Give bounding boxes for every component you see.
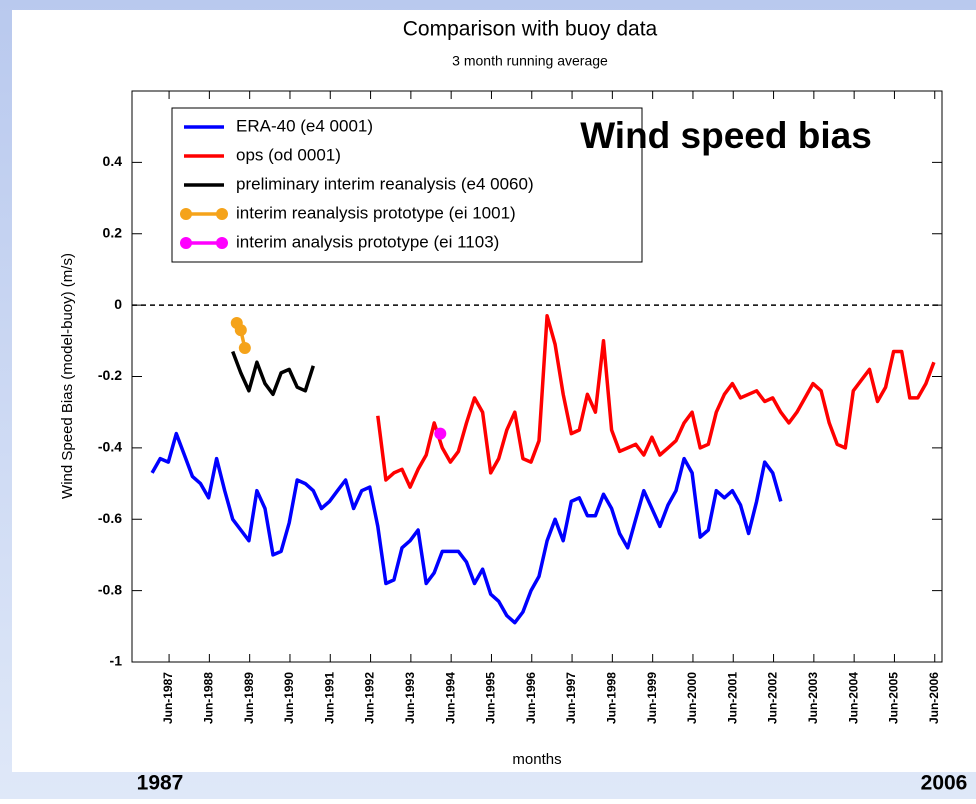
x-tick-label: Jun-2006 — [927, 672, 941, 724]
x-tick-label: Jun-1996 — [524, 672, 538, 724]
legend-label: preliminary interim reanalysis (e4 0060) — [236, 174, 534, 193]
y-tick-label: 0.4 — [103, 153, 123, 169]
x-tick-label: Jun-1999 — [645, 672, 659, 724]
y-tick-label: 0 — [114, 296, 122, 312]
legend-label: interim reanalysis prototype (ei 1001) — [236, 203, 516, 222]
legend-label: interim analysis prototype (ei 1103) — [236, 232, 499, 251]
chart-title: Comparison with buoy data — [403, 18, 658, 41]
x-tick-label: Jun-2002 — [766, 672, 780, 724]
series-marker — [434, 427, 447, 440]
y-tick-label: -1 — [110, 653, 123, 669]
x-tick-label: Jun-1988 — [202, 672, 216, 724]
annotation: Wind speed bias — [580, 115, 872, 156]
series-line — [376, 314, 936, 489]
y-tick-label: 0.2 — [103, 224, 123, 240]
x-tick-label: Jun-2000 — [685, 672, 699, 724]
legend-marker — [216, 208, 228, 220]
x-axis-label: months — [512, 751, 561, 768]
x-tick-label: Jun-1987 — [161, 672, 175, 724]
legend-box — [171, 107, 643, 263]
y-tick-label: -0.6 — [98, 510, 122, 526]
x-tick-label: Jun-2005 — [887, 672, 901, 724]
series-marker — [238, 341, 251, 354]
x-tick-label: Jun-1989 — [242, 672, 256, 724]
start-label: 1987 — [137, 772, 184, 795]
legend-marker — [180, 237, 192, 249]
chart-subtitle: 3 month running average — [452, 53, 608, 69]
legend-label: ops (od 0001) — [236, 145, 341, 164]
x-tick-label: Jun-1995 — [484, 672, 498, 724]
x-tick-label: Jun-2003 — [806, 672, 820, 724]
y-tick-label: -0.2 — [98, 367, 122, 383]
legend-label: ERA-40 (e4 0001) — [236, 116, 373, 135]
x-tick-label: Jun-1997 — [564, 672, 578, 724]
series-line — [231, 350, 315, 397]
x-tick-label: Jun-1992 — [363, 672, 377, 724]
legend-marker — [180, 208, 192, 220]
x-tick-label: Jun-1991 — [322, 672, 336, 724]
x-tick-label: Jun-2004 — [846, 672, 860, 724]
x-tick-label: Jun-1994 — [443, 672, 457, 724]
series-marker — [234, 324, 247, 337]
y-axis-label: Wind Speed Bias (model-buoy) (m/s) — [59, 253, 76, 499]
x-tick-label: Jun-1998 — [605, 672, 619, 724]
x-tick-label: Jun-1993 — [403, 672, 417, 724]
x-tick-label: Jun-2001 — [725, 672, 739, 724]
end-label: 2006 — [921, 772, 968, 795]
y-tick-label: -0.8 — [98, 581, 122, 597]
x-tick-label: Jun-1990 — [282, 672, 296, 724]
series-line — [150, 431, 783, 625]
legend-marker — [216, 237, 228, 249]
y-tick-label: -0.4 — [98, 439, 122, 455]
